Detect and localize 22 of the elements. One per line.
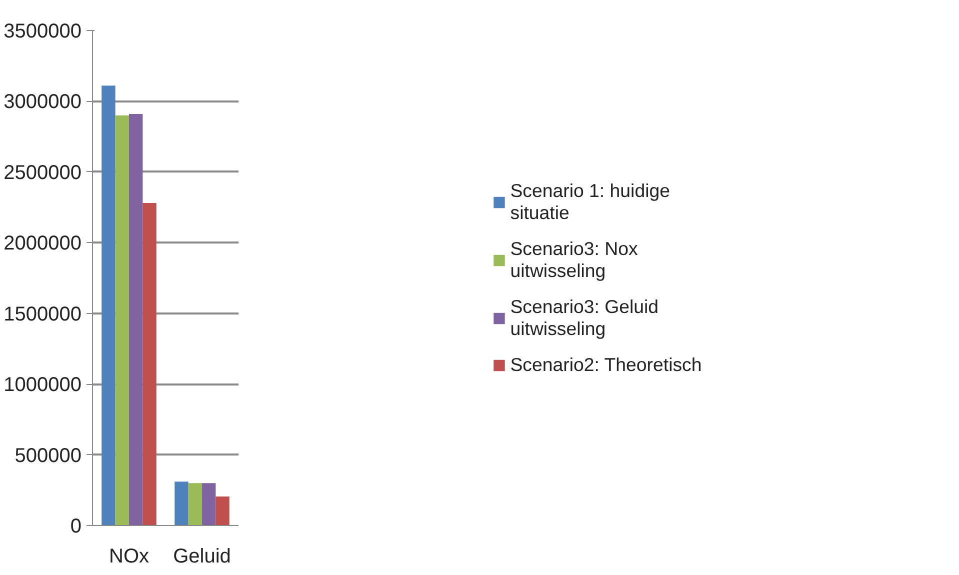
bar [202,483,216,526]
legend-label: Scenario 1: huidige situatie [510,180,670,224]
y-tick-label: 3000000 [4,91,82,114]
bar [174,482,188,526]
legend-label: Scenario3: Nox uitwisseling [510,238,638,282]
y-tick-label: 2000000 [4,232,82,255]
bar [142,203,156,526]
legend-label: Scenario2: Theoretisch [510,354,702,376]
y-tick-label: 500000 [14,444,82,467]
y-tick-label: 1000000 [4,374,82,396]
bar [188,483,202,526]
x-tick-label: Geluid [173,546,231,568]
bar [115,115,129,526]
y-tick-label: 3500000 [4,20,82,42]
y-tick-label: 1500000 [4,303,82,326]
legend-label: Scenario3: Geluid uitwisseling [510,296,659,340]
x-tick-label: NOx [109,546,149,568]
y-tick-label: 2500000 [4,162,82,184]
bar [102,86,116,526]
y-tick-label: 0 [70,516,82,538]
bar [129,114,143,526]
bar [216,496,230,526]
